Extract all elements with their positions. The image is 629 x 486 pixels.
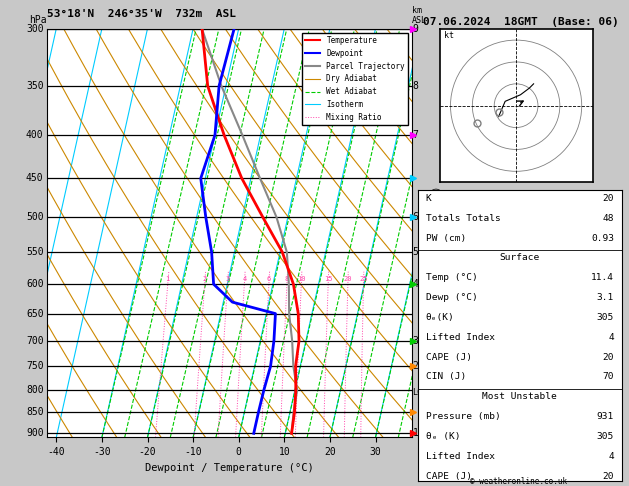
Text: 500: 500 bbox=[26, 212, 43, 222]
Text: Dewp (°C): Dewp (°C) bbox=[426, 293, 477, 302]
Text: 305: 305 bbox=[597, 313, 614, 322]
Text: 4: 4 bbox=[608, 333, 614, 342]
Text: Lifted Index: Lifted Index bbox=[426, 333, 495, 342]
Text: 07.06.2024  18GMT  (Base: 06): 07.06.2024 18GMT (Base: 06) bbox=[423, 17, 618, 27]
Text: 850: 850 bbox=[26, 407, 43, 417]
Text: 400: 400 bbox=[26, 130, 43, 140]
Text: 750: 750 bbox=[26, 361, 43, 371]
Text: 4: 4 bbox=[413, 279, 418, 289]
Text: Lifted Index: Lifted Index bbox=[426, 451, 495, 461]
Text: Totals Totals: Totals Totals bbox=[426, 214, 501, 223]
Text: 70: 70 bbox=[603, 372, 614, 382]
Text: Mixing Ratio (g/kg): Mixing Ratio (g/kg) bbox=[433, 186, 442, 281]
Text: 2: 2 bbox=[203, 277, 207, 282]
Text: 800: 800 bbox=[26, 385, 43, 395]
Text: 2: 2 bbox=[413, 361, 418, 371]
Text: 15: 15 bbox=[324, 277, 332, 282]
Text: 305: 305 bbox=[597, 432, 614, 441]
Text: 900: 900 bbox=[26, 428, 43, 438]
Text: 3: 3 bbox=[225, 277, 230, 282]
X-axis label: Dewpoint / Temperature (°C): Dewpoint / Temperature (°C) bbox=[145, 463, 314, 473]
Text: 931: 931 bbox=[597, 412, 614, 421]
Text: Surface: Surface bbox=[500, 253, 540, 262]
Text: 53°18'N  246°35'W  732m  ASL: 53°18'N 246°35'W 732m ASL bbox=[47, 9, 236, 19]
Text: 20: 20 bbox=[603, 352, 614, 362]
Text: 300: 300 bbox=[26, 24, 43, 34]
Text: 10: 10 bbox=[297, 277, 306, 282]
Text: CIN (J): CIN (J) bbox=[426, 372, 466, 382]
Text: 350: 350 bbox=[26, 81, 43, 91]
Text: Temp (°C): Temp (°C) bbox=[426, 273, 477, 282]
Text: 48: 48 bbox=[603, 214, 614, 223]
Text: 5: 5 bbox=[413, 247, 418, 257]
Text: 3.1: 3.1 bbox=[597, 293, 614, 302]
Text: CAPE (J): CAPE (J) bbox=[426, 352, 472, 362]
Text: 20: 20 bbox=[603, 471, 614, 481]
Text: kt: kt bbox=[444, 31, 454, 40]
Text: hPa: hPa bbox=[29, 15, 47, 25]
Text: © weatheronline.co.uk: © weatheronline.co.uk bbox=[470, 477, 567, 486]
Text: 650: 650 bbox=[26, 309, 43, 319]
Text: 8: 8 bbox=[285, 277, 289, 282]
Text: Pressure (mb): Pressure (mb) bbox=[426, 412, 501, 421]
Text: km
ASL: km ASL bbox=[412, 6, 427, 25]
Text: 7: 7 bbox=[413, 130, 418, 140]
Text: 700: 700 bbox=[26, 336, 43, 346]
Text: Most Unstable: Most Unstable bbox=[482, 392, 557, 401]
Text: 450: 450 bbox=[26, 174, 43, 183]
Text: 20: 20 bbox=[343, 277, 352, 282]
Text: 6: 6 bbox=[267, 277, 271, 282]
Text: CAPE (J): CAPE (J) bbox=[426, 471, 472, 481]
Text: PW (cm): PW (cm) bbox=[426, 234, 466, 243]
Text: 600: 600 bbox=[26, 279, 43, 289]
Text: 550: 550 bbox=[26, 247, 43, 257]
Text: 1: 1 bbox=[413, 428, 418, 438]
Text: θₑ (K): θₑ (K) bbox=[426, 432, 460, 441]
Text: 3: 3 bbox=[413, 336, 418, 346]
Text: 9: 9 bbox=[413, 24, 418, 34]
Text: θₑ(K): θₑ(K) bbox=[426, 313, 455, 322]
Text: 20: 20 bbox=[603, 194, 614, 203]
Text: 4: 4 bbox=[608, 451, 614, 461]
Legend: Temperature, Dewpoint, Parcel Trajectory, Dry Adiabat, Wet Adiabat, Isotherm, Mi: Temperature, Dewpoint, Parcel Trajectory… bbox=[302, 33, 408, 125]
Text: K: K bbox=[426, 194, 431, 203]
Text: 1: 1 bbox=[165, 277, 170, 282]
Text: 8: 8 bbox=[413, 81, 418, 91]
Text: 25: 25 bbox=[359, 277, 368, 282]
Text: LCL: LCL bbox=[413, 388, 427, 397]
Text: 0.93: 0.93 bbox=[591, 234, 614, 243]
Text: 4: 4 bbox=[242, 277, 247, 282]
Text: 11.4: 11.4 bbox=[591, 273, 614, 282]
Text: 6: 6 bbox=[413, 212, 418, 222]
